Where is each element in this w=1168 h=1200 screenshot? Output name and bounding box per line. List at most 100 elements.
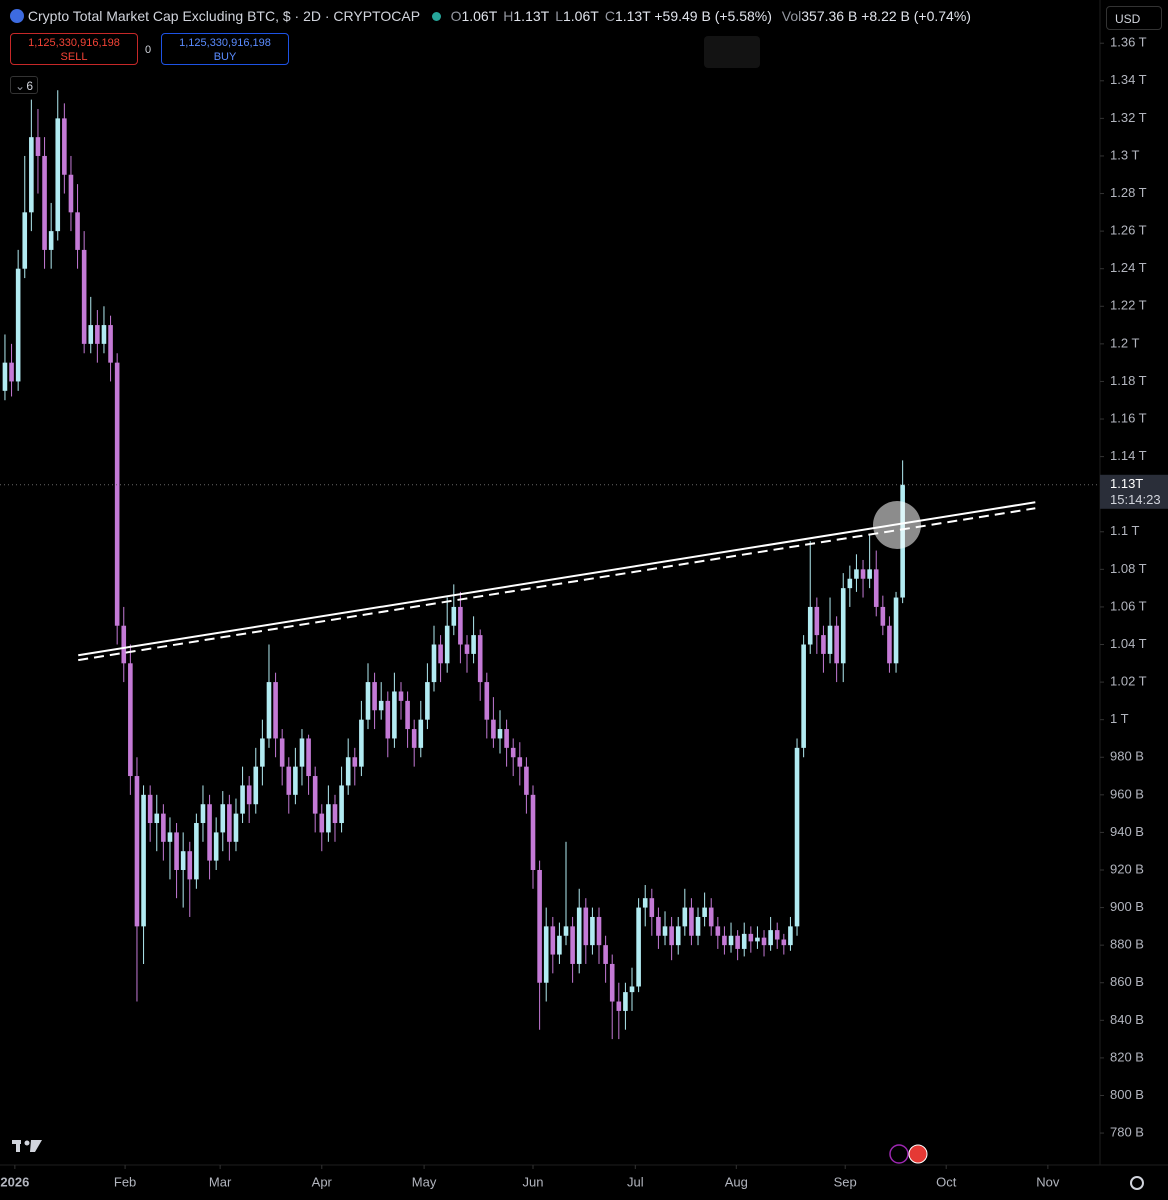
candle-body xyxy=(847,578,853,589)
x-tick-label: Aug xyxy=(725,1174,748,1189)
candle-body xyxy=(266,682,272,739)
y-tick-label: 1.02 T xyxy=(1110,674,1147,689)
candle-body xyxy=(504,729,509,748)
stat-label: O xyxy=(450,8,462,24)
candle-body xyxy=(207,804,212,861)
candle-body xyxy=(590,916,595,946)
candle-body xyxy=(273,682,278,739)
candle-body xyxy=(682,907,688,927)
chevron: ⌄ xyxy=(15,79,26,93)
candle-body xyxy=(246,785,252,805)
candle-body xyxy=(675,926,681,946)
region-icon[interactable] xyxy=(908,1144,928,1164)
candle-body xyxy=(576,907,582,964)
y-tick-label: 1.22 T xyxy=(1110,298,1147,313)
candle-body xyxy=(299,738,305,767)
candle-body xyxy=(55,118,61,232)
stat-value: 1.13T xyxy=(614,8,651,24)
candle-body xyxy=(200,804,206,824)
candle-body xyxy=(794,747,800,927)
y-tick-label: 1.36 T xyxy=(1110,35,1147,50)
candle-body xyxy=(345,757,351,786)
candle-body xyxy=(689,907,694,936)
candle-body xyxy=(616,1001,622,1011)
candle-body xyxy=(603,945,608,964)
candle-body xyxy=(35,137,41,156)
candle-body xyxy=(352,757,358,767)
y-tick-label: 1.24 T xyxy=(1110,260,1147,275)
candle-body xyxy=(378,700,384,711)
y-tick-label: 1 T xyxy=(1110,711,1129,726)
candle-body xyxy=(365,682,371,720)
candle-body xyxy=(339,785,344,824)
ohlc-stats: O1.06T H1.13T L1.06T C1.13T xyxy=(445,8,651,24)
symbol-title[interactable]: Crypto Total Market Cap Excluding BTC, $… xyxy=(27,8,420,24)
candle-body xyxy=(728,935,734,946)
candle-body xyxy=(114,362,120,626)
y-tick-label: 1.16 T xyxy=(1110,410,1147,425)
y-tick-label: 860 B xyxy=(1110,974,1144,989)
candle-body xyxy=(227,804,232,842)
candle-body xyxy=(814,606,820,636)
candle-body xyxy=(411,729,417,748)
candle-body xyxy=(326,804,331,833)
candle-body xyxy=(385,700,391,739)
x-tick-label: Sep xyxy=(834,1174,857,1189)
sell-price: 1,125,330,916,198 xyxy=(28,37,120,49)
candle-body xyxy=(510,747,516,758)
candle-body xyxy=(444,625,450,664)
y-tick-label: 900 B xyxy=(1110,899,1144,914)
layout-toggle[interactable] xyxy=(704,36,760,68)
candle-body xyxy=(867,569,872,579)
settings-icon[interactable] xyxy=(1130,1176,1144,1190)
candle-body xyxy=(180,851,186,870)
alert-icon[interactable] xyxy=(889,1144,909,1164)
y-tick-label: 1.28 T xyxy=(1110,185,1147,200)
candle-body xyxy=(154,813,160,824)
candle-body xyxy=(431,644,437,683)
candle-body xyxy=(464,644,470,654)
candle-body xyxy=(596,916,602,946)
candle-body xyxy=(537,869,542,983)
candle-body xyxy=(167,832,173,842)
buy-button[interactable]: 1,125,330,916,198 BUY xyxy=(161,33,289,65)
candle-body xyxy=(2,362,8,391)
candle-body xyxy=(88,325,94,344)
candle-body xyxy=(233,813,239,842)
candle-body xyxy=(840,588,846,664)
volume-change: +8.22 B (+0.74%) xyxy=(861,8,971,24)
candle-body xyxy=(517,757,523,767)
sell-label: SELL xyxy=(60,51,88,63)
candle-body xyxy=(695,916,701,936)
candle-body xyxy=(293,766,298,795)
candle-body xyxy=(854,569,859,579)
x-tick-label: Oct xyxy=(936,1174,957,1189)
last-price-box xyxy=(1100,474,1168,509)
y-tick-label: 920 B xyxy=(1110,861,1144,876)
candle-body xyxy=(748,933,754,942)
y-tick-label: 1.18 T xyxy=(1110,373,1147,388)
candle-body xyxy=(741,933,747,949)
stat-value: 1.13T xyxy=(513,8,550,24)
candle-body xyxy=(834,625,839,664)
sell-button[interactable]: 1,125,330,916,198 SELL xyxy=(10,33,138,65)
candle-body xyxy=(543,926,549,983)
candle-body xyxy=(880,606,886,626)
candle-body xyxy=(332,804,338,824)
candle-body xyxy=(788,926,793,946)
y-tick-label: 1.04 T xyxy=(1110,636,1147,651)
x-tick-label: Mar xyxy=(209,1174,232,1189)
candle-body xyxy=(240,785,245,814)
currency-select[interactable]: USD xyxy=(1106,6,1162,30)
candle-body xyxy=(860,569,866,579)
candle-body xyxy=(807,606,813,645)
candle-body xyxy=(372,682,377,711)
y-tick-label: 980 B xyxy=(1110,749,1144,764)
candle-body xyxy=(801,644,806,748)
candle-body xyxy=(497,729,503,739)
indicators-toggle[interactable]: ⌄ 6 xyxy=(10,76,38,94)
y-tick-label: 780 B xyxy=(1110,1124,1144,1139)
stat-label: L xyxy=(555,8,563,24)
